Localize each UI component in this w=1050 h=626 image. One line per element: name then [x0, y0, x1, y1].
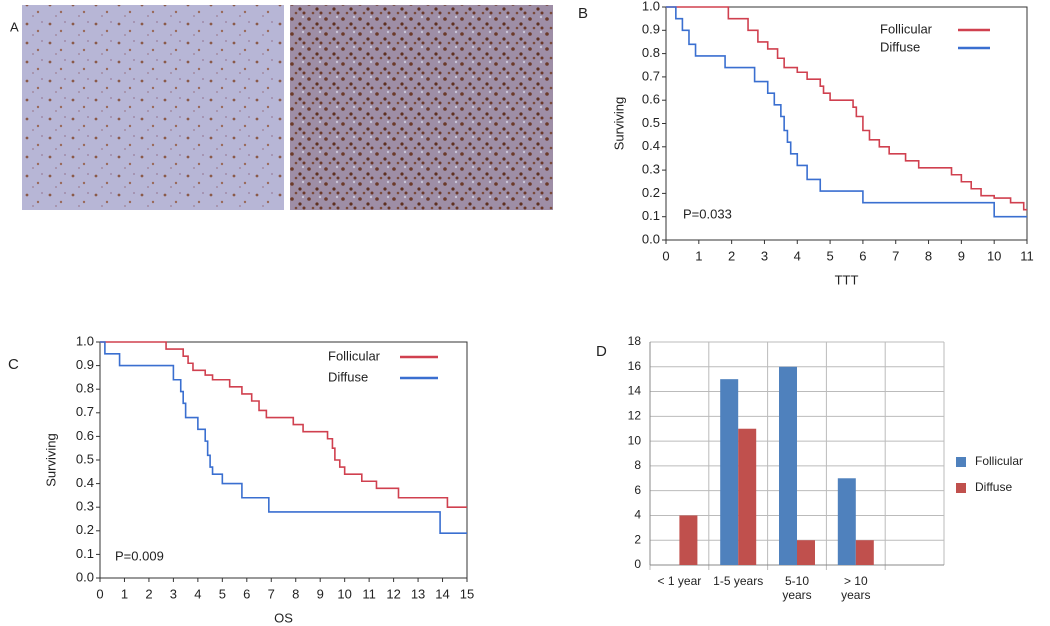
- x-tick-label: 15: [460, 586, 474, 601]
- survival-curve: [100, 341, 467, 508]
- y-axis-label: Surviving: [43, 433, 58, 486]
- x-tick-label: 5-10 years: [782, 574, 812, 602]
- plot-frame: [665, 6, 1028, 241]
- x-tick-label: 8: [925, 248, 932, 263]
- x-tick-label: 5: [219, 586, 226, 601]
- legend-label: Diffuse: [880, 39, 920, 54]
- y-tick-label: 6: [634, 483, 641, 497]
- bar: [720, 379, 739, 565]
- y-tick-label: 1.0: [642, 0, 660, 13]
- y-tick-label: 0.1: [76, 546, 94, 561]
- annotation: P=0.009: [115, 548, 164, 563]
- x-tick-label: 7: [892, 248, 899, 263]
- panel-label: B: [578, 5, 588, 22]
- y-tick-label: 0: [634, 557, 641, 571]
- x-tick-label: < 1 year: [657, 574, 702, 588]
- x-tick-label: > 10 years: [841, 574, 871, 602]
- x-tick-label: 6: [243, 586, 250, 601]
- panel-label: D: [596, 343, 607, 360]
- bar: [837, 478, 856, 565]
- y-tick-label: 0.0: [642, 231, 660, 246]
- y-tick-label: 12: [628, 409, 642, 423]
- x-tick-label: 1: [121, 586, 128, 601]
- x-axis-label: TTT: [835, 272, 859, 287]
- bar: [855, 540, 874, 565]
- x-tick-label: 1: [695, 248, 702, 263]
- legend-label: Diffuse: [328, 369, 368, 384]
- x-tick-label: 11: [1020, 248, 1034, 263]
- x-tick-label: 14: [435, 586, 449, 601]
- y-tick-label: 0.6: [642, 92, 660, 107]
- y-tick-label: 16: [628, 359, 642, 373]
- x-tick-label: 10: [337, 586, 351, 601]
- x-tick-label: 3: [761, 248, 768, 263]
- x-tick-label: 12: [386, 586, 400, 601]
- x-tick-label: 10: [987, 248, 1001, 263]
- legend-label: Diffuse: [975, 480, 1012, 494]
- x-tick-label: 4: [194, 586, 201, 601]
- x-tick-label: 11: [362, 586, 376, 601]
- x-tick-label: 0: [96, 586, 103, 601]
- y-tick-label: 0.8: [642, 45, 660, 60]
- x-tick-label: 6: [859, 248, 866, 263]
- bar: [679, 515, 698, 565]
- y-tick-label: 18: [628, 334, 642, 348]
- x-tick-label: 13: [411, 586, 425, 601]
- legend-label: Follicular: [975, 454, 1023, 468]
- y-tick-label: 0.3: [76, 499, 94, 514]
- annotation: P=0.033: [683, 206, 732, 221]
- y-tick-label: 1.0: [76, 333, 94, 348]
- y-tick-label: 0.6: [76, 428, 94, 443]
- x-tick-label: 9: [958, 248, 965, 263]
- x-tick-label: 8: [292, 586, 299, 601]
- bar: [779, 366, 797, 565]
- legend-swatch: [956, 457, 966, 467]
- bar: [797, 540, 815, 565]
- x-axis-label: OS: [274, 610, 293, 625]
- legend-swatch: [956, 483, 966, 493]
- x-tick-label: 7: [268, 586, 275, 601]
- micrograph: [290, 5, 553, 210]
- y-tick-label: 0.2: [76, 522, 94, 537]
- panel-label: A: [10, 19, 19, 34]
- bar: [738, 428, 757, 565]
- x-tick-label: 5: [826, 248, 833, 263]
- y-tick-label: 0.7: [642, 68, 660, 83]
- y-tick-label: 4: [634, 508, 641, 522]
- y-tick-label: 10: [628, 433, 642, 447]
- y-tick-label: 0.7: [76, 404, 94, 419]
- x-tick-label: 2: [145, 586, 152, 601]
- x-tick-label: 2: [728, 248, 735, 263]
- y-axis-label: Surviving: [611, 97, 626, 150]
- legend-label: Follicular: [880, 21, 933, 36]
- y-tick-label: 0.5: [642, 115, 660, 130]
- survival-curve: [100, 341, 467, 534]
- y-tick-label: 8: [634, 458, 641, 472]
- survival-curve: [666, 6, 1027, 218]
- panel-label: C: [8, 356, 19, 373]
- legend-label: Follicular: [328, 348, 381, 363]
- y-tick-label: 0.2: [642, 185, 660, 200]
- y-tick-label: 14: [628, 384, 642, 398]
- survival-curve: [666, 6, 1027, 211]
- x-tick-label: 4: [794, 248, 801, 263]
- y-tick-label: 0.4: [76, 475, 94, 490]
- y-tick-label: 0.9: [642, 22, 660, 37]
- x-tick-label: 1-5 years: [713, 574, 764, 588]
- y-tick-label: 0.5: [76, 451, 94, 466]
- x-tick-label: 0: [662, 248, 669, 263]
- y-tick-label: 0.1: [642, 208, 660, 223]
- y-tick-label: 0.0: [76, 569, 94, 584]
- y-tick-label: 0.9: [76, 357, 94, 372]
- y-tick-label: 0.8: [76, 381, 94, 396]
- y-tick-label: 0.3: [642, 162, 660, 177]
- x-tick-label: 9: [317, 586, 324, 601]
- x-tick-label: 3: [170, 586, 177, 601]
- y-tick-label: 0.4: [642, 138, 660, 153]
- micrograph: [22, 5, 284, 210]
- y-tick-label: 2: [634, 532, 641, 546]
